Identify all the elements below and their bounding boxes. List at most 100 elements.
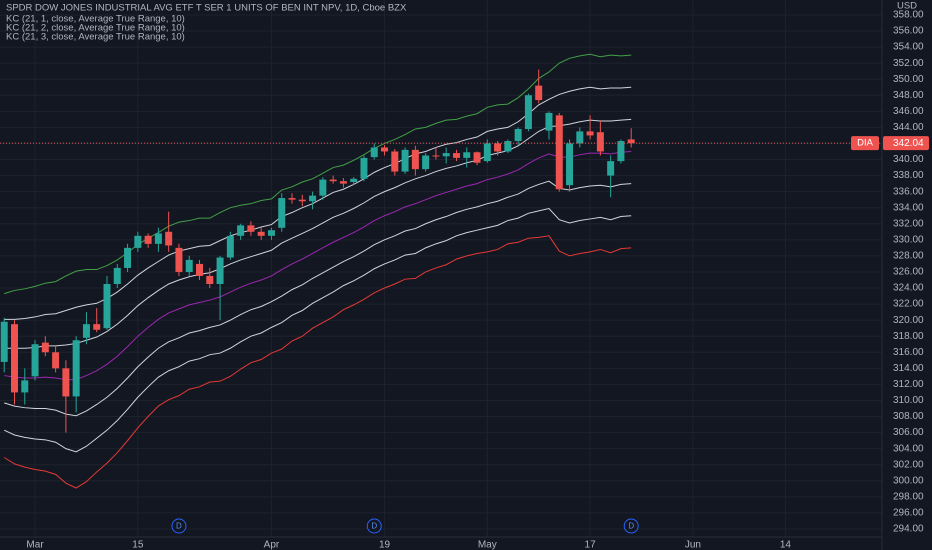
band-line bbox=[3, 235, 632, 489]
candle-body bbox=[607, 161, 615, 176]
y-tick-label: 352.00 bbox=[893, 58, 924, 69]
last-price-badge bbox=[883, 136, 929, 151]
x-tick-label: 15 bbox=[132, 540, 144, 550]
legend-entry: KC (21, 3, close, Average True Range, 10… bbox=[6, 32, 185, 43]
legend-entry: KC (21, 1, close, Average True Range, 10… bbox=[6, 14, 185, 25]
x-tick-label: Apr bbox=[264, 540, 280, 550]
y-tick-label: 346.00 bbox=[893, 106, 924, 117]
last-price-label: 342.04 bbox=[893, 138, 924, 149]
candle-body bbox=[226, 235, 234, 258]
legend-entry: KC (21, 2, close, Average True Range, 10… bbox=[6, 23, 185, 34]
candle-body bbox=[381, 147, 389, 152]
candle-body bbox=[288, 198, 296, 200]
candle-body bbox=[185, 259, 193, 272]
y-tick-label: 306.00 bbox=[893, 427, 924, 438]
candle-body bbox=[165, 231, 173, 246]
y-tick-label: 350.00 bbox=[893, 74, 924, 85]
currency-label: USD bbox=[897, 1, 917, 12]
x-tick-label: May bbox=[478, 540, 497, 550]
y-tick-label: 314.00 bbox=[893, 363, 924, 374]
y-tick-label: 312.00 bbox=[893, 379, 924, 390]
candle-body bbox=[463, 152, 471, 158]
y-tick-label: 356.00 bbox=[893, 26, 924, 37]
candle-body bbox=[144, 235, 152, 244]
y-tick-label: 358.00 bbox=[893, 10, 924, 21]
y-tick-label: 308.00 bbox=[893, 411, 924, 422]
band-line bbox=[4, 118, 632, 349]
y-tick-label: 328.00 bbox=[893, 251, 924, 262]
symbol-label: DIA bbox=[857, 138, 874, 149]
candle-body bbox=[93, 324, 101, 330]
candle-body bbox=[82, 324, 90, 338]
y-tick-label: 344.00 bbox=[893, 122, 924, 133]
y-tick-label: 302.00 bbox=[893, 459, 924, 470]
candle-body bbox=[391, 151, 399, 172]
band-line bbox=[4, 180, 632, 417]
candle-body bbox=[627, 139, 635, 144]
event-label: D bbox=[628, 522, 634, 531]
candle-body bbox=[360, 157, 368, 179]
y-tick-label: 316.00 bbox=[893, 347, 924, 358]
y-tick-label: 338.00 bbox=[893, 170, 924, 181]
y-tick-label: 332.00 bbox=[893, 218, 924, 229]
candles bbox=[0, 69, 882, 433]
candle-body bbox=[452, 153, 460, 158]
y-tick-label: 296.00 bbox=[893, 508, 924, 519]
candle-body bbox=[267, 230, 275, 236]
y-tick-label: 354.00 bbox=[893, 42, 924, 53]
candle-body bbox=[52, 352, 60, 369]
y-tick-label: 304.00 bbox=[893, 443, 924, 454]
candle-body bbox=[545, 112, 553, 131]
y-tick-label: 348.00 bbox=[893, 90, 924, 101]
x-tick-label: Mar bbox=[26, 540, 44, 550]
y-tick-label: 322.00 bbox=[893, 299, 924, 310]
keltner-bands bbox=[3, 53, 632, 489]
candle-body bbox=[196, 263, 204, 276]
event-marker bbox=[366, 518, 382, 534]
candle-body bbox=[41, 342, 49, 353]
candle-body bbox=[124, 247, 132, 268]
candle-body bbox=[370, 147, 378, 158]
event-label: D bbox=[176, 522, 182, 531]
candle-body bbox=[411, 149, 419, 170]
candle-body bbox=[237, 225, 245, 236]
candle-body bbox=[298, 199, 306, 202]
event-marker bbox=[623, 518, 639, 534]
y-tick-label: 324.00 bbox=[893, 283, 924, 294]
x-tick-label: 19 bbox=[379, 540, 391, 550]
candle-body bbox=[350, 178, 358, 182]
y-tick-label: 310.00 bbox=[893, 395, 924, 406]
candle-body bbox=[514, 128, 522, 142]
y-tick-label: 300.00 bbox=[893, 475, 924, 486]
candle-body bbox=[483, 143, 491, 162]
candle-body bbox=[257, 231, 265, 236]
y-tick-label: 298.00 bbox=[893, 491, 924, 502]
candle-body bbox=[524, 95, 532, 129]
candle-body bbox=[596, 132, 604, 152]
candle-body bbox=[134, 235, 142, 248]
event-label: D bbox=[371, 522, 377, 531]
candle-body bbox=[576, 131, 584, 144]
candle-body bbox=[206, 275, 214, 285]
candle-body bbox=[247, 225, 255, 232]
candle-body bbox=[31, 344, 39, 377]
candle-body bbox=[113, 267, 121, 285]
candle-body bbox=[494, 143, 502, 152]
candle-body bbox=[309, 195, 317, 202]
candle-body bbox=[504, 141, 512, 152]
candle-body bbox=[103, 284, 111, 329]
y-tick-label: 330.00 bbox=[893, 234, 924, 245]
candle-body bbox=[0, 321, 8, 362]
candle-body bbox=[422, 155, 430, 170]
candle-body bbox=[566, 143, 574, 186]
candle-body bbox=[154, 233, 162, 244]
candle-body bbox=[339, 181, 347, 184]
candle-body bbox=[432, 155, 440, 157]
y-tick-label: 294.00 bbox=[893, 524, 924, 535]
y-tick-label: 340.00 bbox=[893, 154, 924, 165]
chart-title: SPDR DOW JONES INDUSTRIAL AVG ETF T SER … bbox=[6, 3, 407, 14]
candle-body bbox=[216, 257, 224, 285]
y-tick-label: 318.00 bbox=[893, 331, 924, 342]
x-tick-label: 17 bbox=[585, 540, 597, 550]
